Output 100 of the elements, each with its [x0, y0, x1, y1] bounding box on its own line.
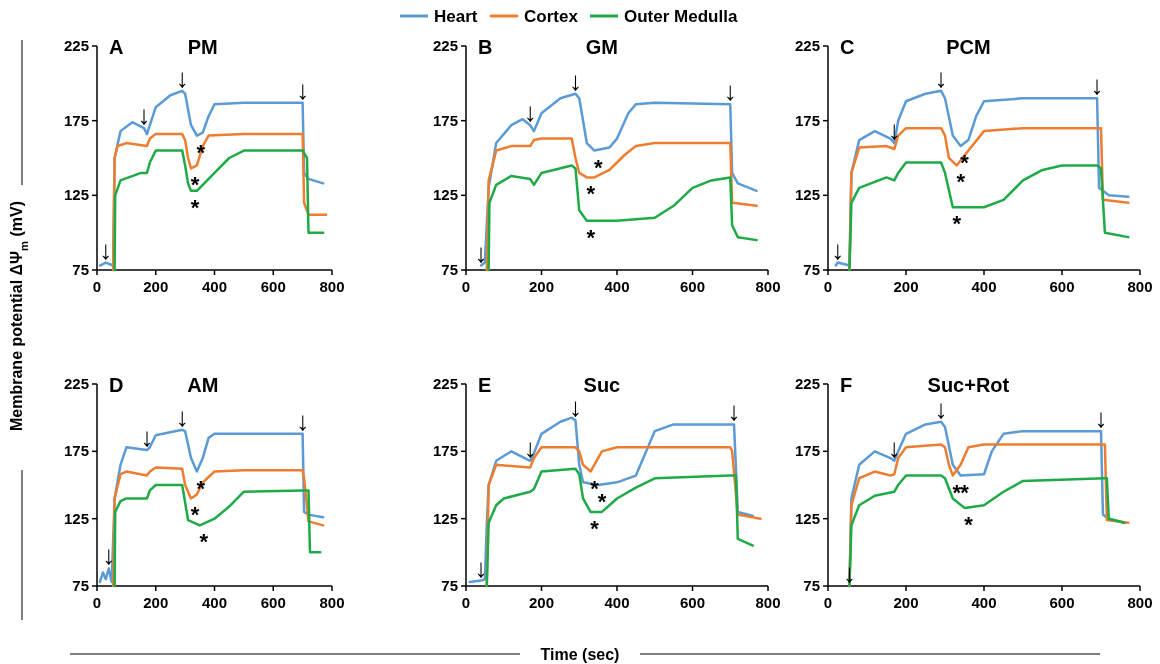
x-tick-label: 600: [1049, 594, 1075, 611]
x-tick-label: 200: [528, 594, 555, 611]
y-tick-label: 125: [63, 186, 89, 204]
y-tick-label: 175: [794, 442, 820, 460]
annotation: ↓: [1090, 70, 1104, 101]
line-series: [848, 161, 1130, 272]
line-series: [485, 137, 758, 272]
line-series: [848, 474, 1126, 588]
legend-label: Cortex: [524, 7, 579, 26]
x-tick-label: 800: [755, 594, 781, 611]
x-tick-label: 200: [143, 594, 169, 611]
annotation: ↓: [474, 237, 488, 268]
y-tick-label: 75: [803, 577, 820, 594]
annotation: ↓: [568, 392, 582, 423]
y-tick-label: 175: [794, 111, 820, 129]
annotation: *: [190, 502, 200, 528]
x-tick-label: 600: [679, 278, 706, 295]
x-tick-label: 600: [260, 278, 286, 295]
x-tick-label: 400: [971, 278, 997, 295]
y-tick-label: 75: [72, 261, 89, 278]
chart-title: PCM: [946, 36, 991, 58]
x-tick-label: 600: [1049, 278, 1075, 295]
annotation: *: [594, 154, 604, 180]
x-tick-label: 0: [823, 278, 833, 295]
annotation: ↓: [934, 62, 948, 93]
annotation: ↓: [474, 552, 488, 583]
x-tick-label: 800: [319, 278, 345, 295]
annotation: F: [840, 374, 853, 396]
annotation: ↓: [723, 76, 737, 107]
y-tick-label: 125: [432, 186, 458, 204]
x-tick-label: 800: [755, 278, 781, 295]
y-tick-label: 75: [72, 577, 89, 594]
x-tick-label: 600: [679, 594, 706, 611]
y-tick-label: 225: [63, 375, 89, 392]
chart-title: PM: [187, 36, 218, 58]
annotation: C: [840, 36, 855, 58]
x-axis-title: Time (sec): [540, 646, 620, 663]
y-tick-label: 225: [432, 37, 458, 54]
x-tick-label: 800: [1127, 594, 1153, 611]
annotation: *: [597, 489, 607, 514]
annotation: ↓: [140, 421, 154, 452]
x-tick-label: 200: [528, 278, 555, 295]
y-tick-label: 175: [63, 442, 89, 460]
x-tick-label: 200: [143, 278, 169, 295]
x-tick-label: 0: [823, 594, 833, 611]
chart-title: Suc+Rot: [927, 374, 1010, 396]
annotation: ↓: [568, 65, 582, 96]
chart-title: GM: [585, 36, 619, 58]
annotation: *: [960, 479, 970, 505]
annotation: ↓: [175, 401, 189, 432]
y-tick-label: 225: [63, 37, 89, 54]
line-series: [113, 483, 322, 588]
annotation: ↓: [296, 405, 310, 436]
x-tick-label: 400: [604, 594, 630, 611]
line-series: [485, 467, 755, 588]
y-tick-label: 125: [794, 509, 820, 527]
annotation: *: [964, 511, 974, 537]
y-tick-label: 225: [794, 37, 820, 54]
annotation: ↓: [523, 97, 537, 128]
annotation: ↓: [137, 100, 151, 131]
chart-title: AM: [187, 374, 219, 396]
annotation: ↓: [934, 393, 948, 424]
x-tick-label: 800: [319, 594, 345, 611]
x-tick-label: 200: [893, 594, 919, 611]
annotation: *: [199, 529, 209, 555]
annotation: ↓: [727, 396, 741, 427]
y-tick-label: 125: [794, 186, 820, 204]
x-tick-label: 0: [92, 594, 102, 611]
x-tick-label: 400: [201, 278, 228, 295]
x-tick-label: 0: [461, 278, 471, 295]
annotation: ↓: [99, 234, 113, 265]
annotation: E: [478, 374, 492, 396]
y-tick-label: 225: [794, 375, 820, 392]
legend-label: Outer Medulla: [624, 7, 738, 26]
x-tick-label: 400: [604, 278, 630, 295]
x-tick-label: 600: [260, 594, 286, 611]
annotation: *: [590, 515, 600, 541]
annotation: *: [952, 211, 962, 237]
x-tick-label: 200: [893, 278, 919, 295]
y-tick-label: 175: [432, 442, 458, 460]
chart-title: Suc: [583, 374, 621, 396]
annotation: *: [586, 181, 596, 207]
legend-label: Heart: [434, 7, 478, 26]
y-tick-label: 75: [803, 261, 820, 278]
annotation: ↓: [887, 432, 901, 463]
x-tick-label: 800: [1127, 278, 1153, 295]
y-tick-label: 125: [432, 509, 458, 527]
x-tick-label: 400: [201, 594, 228, 611]
annotation: *: [952, 479, 962, 505]
y-tick-label: 225: [432, 375, 458, 392]
annotation: ↓: [523, 432, 537, 463]
annotation: ↓: [831, 234, 845, 265]
y-tick-label: 75: [441, 577, 458, 594]
x-tick-label: 400: [971, 594, 997, 611]
annotation: B: [478, 36, 493, 58]
y-tick-label: 175: [432, 111, 458, 129]
annotation: ↓: [102, 540, 116, 571]
annotation: ↓: [296, 74, 310, 105]
annotation: D: [109, 374, 124, 396]
x-tick-label: 0: [461, 594, 471, 611]
